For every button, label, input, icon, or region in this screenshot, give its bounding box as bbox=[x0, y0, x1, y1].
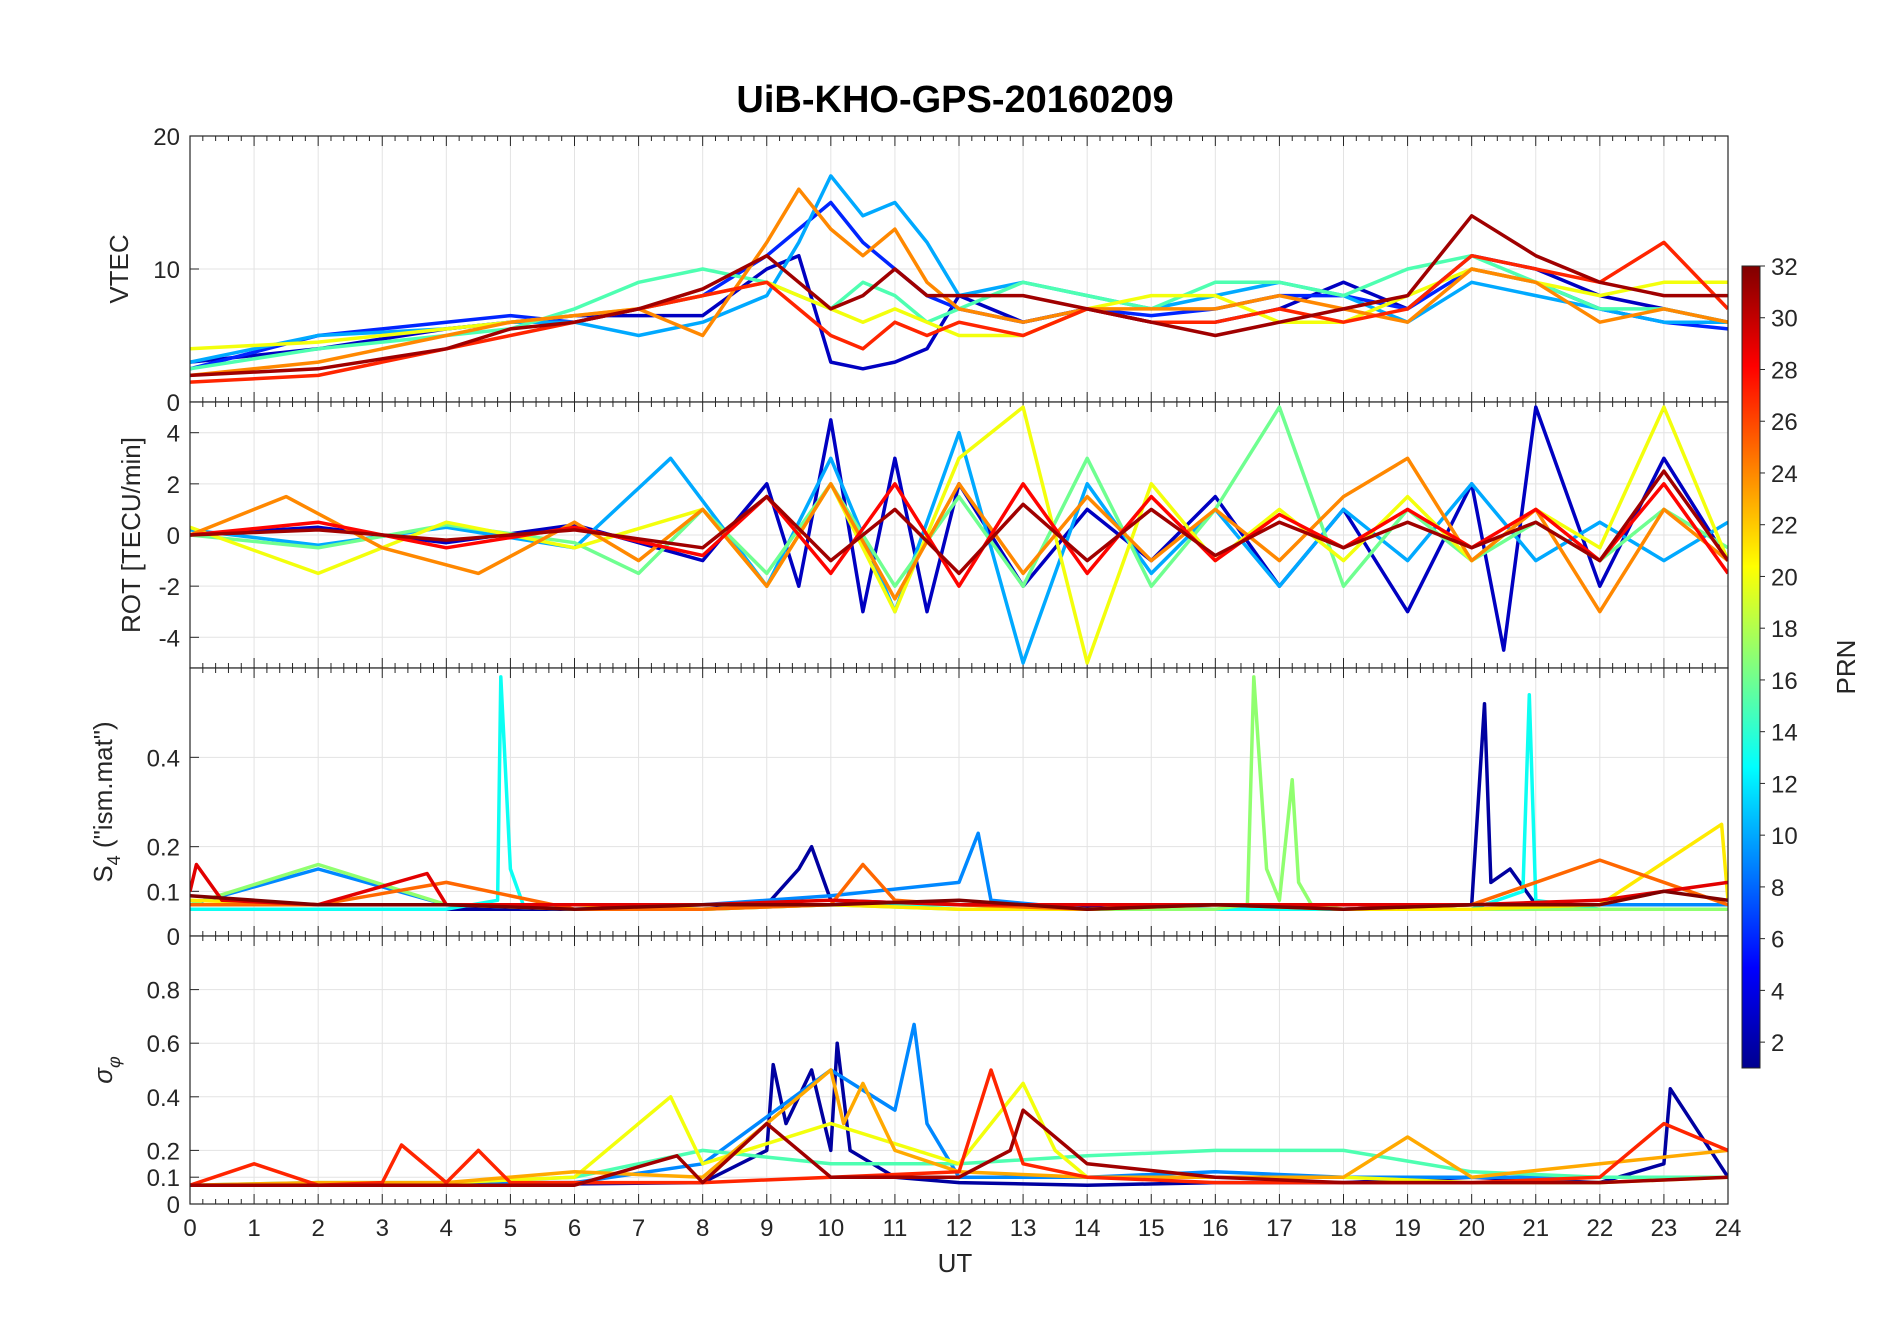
y-tick-label: 0.8 bbox=[147, 978, 180, 1005]
series-line-prn-20 bbox=[190, 1081, 1728, 1187]
y-tick-label: -4 bbox=[159, 625, 180, 652]
x-tick-label: 10 bbox=[817, 1215, 844, 1242]
colorbar-tick-label: 20 bbox=[1771, 564, 1798, 591]
y-axis-label-s4: S4 ("ism.mat") bbox=[88, 721, 124, 882]
x-tick-label: 22 bbox=[1586, 1215, 1613, 1242]
series-line-prn-31 bbox=[190, 469, 1728, 576]
series-line-prn-23 bbox=[190, 1068, 1728, 1187]
colorbar-tick-label: 10 bbox=[1771, 823, 1798, 850]
x-tick-label: 19 bbox=[1394, 1215, 1421, 1242]
y-tick-label: 0.4 bbox=[147, 1085, 180, 1112]
colorbar-tick-label: 32 bbox=[1771, 254, 1798, 281]
x-tick-label: 0 bbox=[183, 1215, 196, 1242]
x-tick-label: 4 bbox=[440, 1215, 453, 1242]
y-tick-label: 0.2 bbox=[147, 1138, 180, 1165]
y-tick-label: 0.1 bbox=[147, 879, 180, 906]
colorbar-tick-label: 28 bbox=[1771, 357, 1798, 384]
y-tick-label: 4 bbox=[167, 421, 180, 448]
y-tick-label: 10 bbox=[153, 257, 180, 284]
series-line-prn-10 bbox=[190, 174, 1728, 364]
x-tick-label: 9 bbox=[760, 1215, 773, 1242]
panel-frame bbox=[189, 935, 1729, 1205]
panel-s4: 0 0.1 0.2 0.4 S4 ("ism.mat") bbox=[88, 667, 1729, 951]
x-tick-label: 17 bbox=[1266, 1215, 1293, 1242]
series-line-prn-13 bbox=[190, 675, 1728, 911]
colorbar-tick-label: 2 bbox=[1771, 1030, 1784, 1057]
y-tick-label: 0.4 bbox=[147, 745, 180, 772]
series-line-prn-31 bbox=[190, 214, 1728, 378]
y-tick-label: 0 bbox=[167, 390, 180, 417]
panel-series-group bbox=[190, 1022, 1728, 1187]
y-tick-label: 0 bbox=[167, 924, 180, 951]
x-tick-label: 16 bbox=[1202, 1215, 1229, 1242]
x-tick-label: 11 bbox=[882, 1215, 907, 1242]
y-tick-label: 0.6 bbox=[147, 1031, 180, 1058]
series-line-prn-15 bbox=[190, 253, 1728, 371]
x-tick-label: 13 bbox=[1010, 1215, 1037, 1242]
x-tick-label: 3 bbox=[376, 1215, 389, 1242]
panel-rot: -4 -2 0 2 4 ROT [TECU/min] bbox=[116, 401, 1729, 669]
panel-vtec: 0 10 20 VTEC bbox=[104, 124, 1729, 417]
x-axis-label: UT bbox=[938, 1248, 973, 1278]
y-tick-label: 0 bbox=[167, 523, 180, 550]
x-tick-label: 18 bbox=[1330, 1215, 1357, 1242]
panel-series-group bbox=[190, 405, 1728, 665]
colorbar-tick-label: 8 bbox=[1771, 875, 1784, 902]
colorbar-tick-label: 6 bbox=[1771, 927, 1784, 954]
colorbar-tick-label: 24 bbox=[1771, 461, 1798, 488]
y-tick-label: 20 bbox=[153, 124, 180, 151]
x-tick-label: 2 bbox=[311, 1215, 324, 1242]
x-tick-label: 15 bbox=[1138, 1215, 1165, 1242]
series-line-prn-31 bbox=[190, 1108, 1728, 1187]
colorbar-label: PRN bbox=[1831, 640, 1861, 695]
colorbar-tick-label: 16 bbox=[1771, 668, 1798, 695]
x-tick-label: 5 bbox=[504, 1215, 517, 1242]
series-line-prn-32 bbox=[190, 889, 1728, 911]
y-tick-label: -2 bbox=[159, 574, 180, 601]
x-tick-label: 1 bbox=[247, 1215, 260, 1242]
y-axis-label-vtec: VTEC bbox=[104, 234, 134, 303]
series-line-prn-24 bbox=[190, 456, 1728, 614]
colorbar-tick-label: 26 bbox=[1771, 409, 1798, 436]
colorbar-gradient bbox=[1741, 265, 1761, 1069]
x-tick-label: 20 bbox=[1458, 1215, 1485, 1242]
colorbar-tick-label: 14 bbox=[1771, 720, 1798, 747]
colorbar-tick-label: 18 bbox=[1771, 616, 1798, 643]
panel-series-group bbox=[190, 174, 1728, 384]
x-tick-label: 24 bbox=[1715, 1215, 1742, 1242]
colorbar-tick-label: 30 bbox=[1771, 306, 1798, 333]
y-tick-label: 0 bbox=[167, 1192, 180, 1219]
x-axis: 0 1 2 3 4 5 6 7 8 9 10 11 12 13 14 15 16 17 18 19 20 21 22 23 24 bbox=[183, 1215, 1741, 1242]
x-tick-label: 21 bbox=[1522, 1215, 1549, 1242]
panel-sigma: 00.10.2 0.4 0.6 0.8 σφ bbox=[88, 935, 1729, 1219]
y-axis-label-sigma: σφ bbox=[88, 1056, 124, 1084]
y-axis-label-rot: ROT [TECU/min] bbox=[116, 437, 146, 633]
y-axis-label-subscript: φ bbox=[104, 1056, 124, 1068]
x-tick-label: 14 bbox=[1074, 1215, 1101, 1242]
x-tick-label: 23 bbox=[1651, 1215, 1678, 1242]
y-axis-label-subscript: 4 bbox=[104, 855, 124, 865]
x-tick-label: 6 bbox=[568, 1215, 581, 1242]
x-tick-label: 7 bbox=[632, 1215, 645, 1242]
y-tick-label: 0.2 bbox=[147, 835, 180, 862]
chart-title: UiB-KHO-GPS-20160209 bbox=[736, 79, 1173, 121]
colorbar-tick-label: 22 bbox=[1771, 513, 1798, 540]
x-tick-label: 12 bbox=[946, 1215, 973, 1242]
series-line-prn-16 bbox=[190, 405, 1728, 588]
y-tick-label: 0.1 bbox=[147, 1165, 180, 1192]
x-tick-label: 8 bbox=[696, 1215, 709, 1242]
panel-series-group bbox=[190, 675, 1728, 911]
y-tick-label: 2 bbox=[167, 472, 180, 499]
y-axis-label-rest: ("ism.mat") bbox=[88, 721, 118, 855]
colorbar-tick-label: 12 bbox=[1771, 771, 1798, 798]
colorbar-tick-label: 4 bbox=[1771, 978, 1784, 1005]
